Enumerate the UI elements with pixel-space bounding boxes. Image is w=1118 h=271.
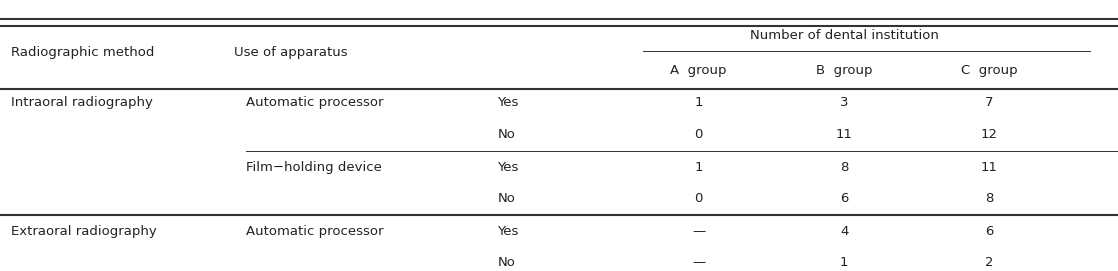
Text: 1: 1 — [694, 161, 703, 174]
Text: 8: 8 — [985, 192, 994, 205]
Text: —: — — [692, 225, 705, 238]
Text: Intraoral radiography: Intraoral radiography — [11, 96, 153, 109]
Text: Automatic processor: Automatic processor — [246, 96, 383, 109]
Text: B  group: B group — [816, 64, 872, 77]
Text: 0: 0 — [694, 192, 703, 205]
Text: Number of dental institution: Number of dental institution — [750, 28, 938, 41]
Text: 1: 1 — [694, 96, 703, 109]
Text: Use of apparatus: Use of apparatus — [234, 46, 348, 59]
Text: 11: 11 — [980, 161, 998, 174]
Text: No: No — [498, 256, 515, 269]
Text: No: No — [498, 192, 515, 205]
Text: 12: 12 — [980, 128, 998, 141]
Text: Radiographic method: Radiographic method — [11, 46, 154, 59]
Text: No: No — [498, 128, 515, 141]
Text: 6: 6 — [840, 192, 849, 205]
Text: Yes: Yes — [498, 225, 519, 238]
Text: C  group: C group — [961, 64, 1017, 77]
Text: A  group: A group — [671, 64, 727, 77]
Text: 2: 2 — [985, 256, 994, 269]
Text: 0: 0 — [694, 128, 703, 141]
Text: Extraoral radiography: Extraoral radiography — [11, 225, 157, 238]
Text: 1: 1 — [840, 256, 849, 269]
Text: Yes: Yes — [498, 96, 519, 109]
Text: 8: 8 — [840, 161, 849, 174]
Text: Film−holding device: Film−holding device — [246, 161, 382, 174]
Text: 11: 11 — [835, 128, 853, 141]
Text: Automatic processor: Automatic processor — [246, 225, 383, 238]
Text: —: — — [692, 256, 705, 269]
Text: 7: 7 — [985, 96, 994, 109]
Text: 4: 4 — [840, 225, 849, 238]
Text: Yes: Yes — [498, 161, 519, 174]
Text: 3: 3 — [840, 96, 849, 109]
Text: 6: 6 — [985, 225, 994, 238]
